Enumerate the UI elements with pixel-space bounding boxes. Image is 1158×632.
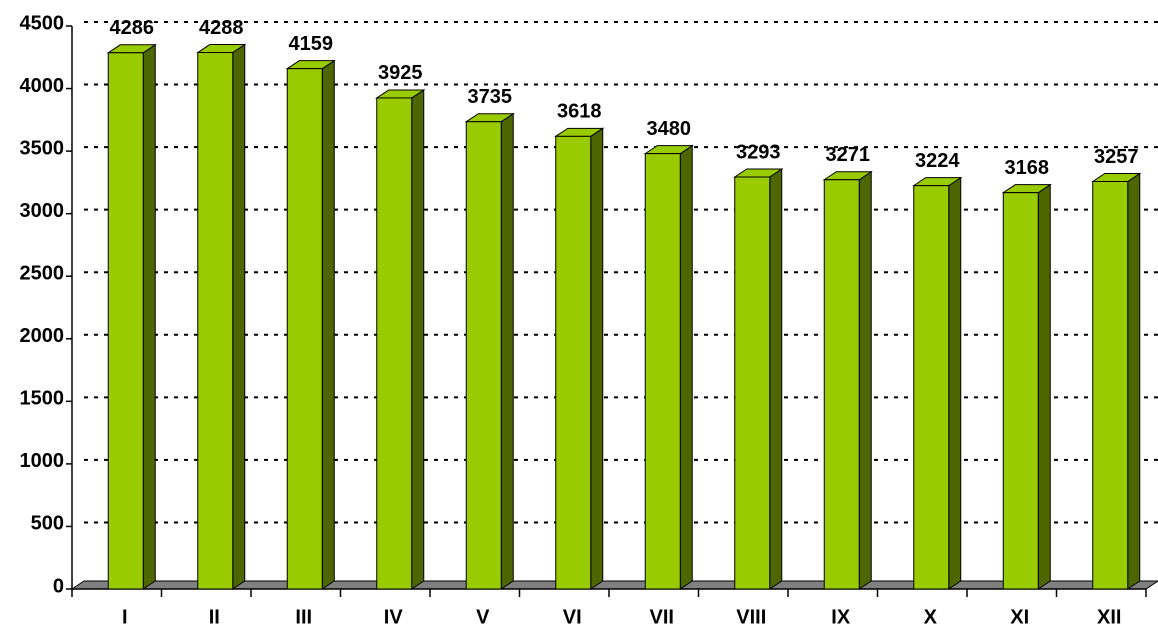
value-label: 3618 xyxy=(557,101,602,123)
y-tick-label: 2000 xyxy=(20,325,65,347)
x-tick-label: IV xyxy=(384,606,404,628)
x-tick-label: XI xyxy=(1010,606,1029,628)
y-tick-label: 500 xyxy=(31,513,64,535)
y-tick-label: 1000 xyxy=(20,450,65,472)
value-label: 4286 xyxy=(110,17,155,39)
bar-side xyxy=(321,59,335,590)
bar xyxy=(555,135,592,590)
bar-side xyxy=(232,43,246,590)
x-tick-label: VII xyxy=(650,606,674,628)
bar-side xyxy=(679,144,693,590)
bar xyxy=(644,153,681,590)
bar-side xyxy=(858,170,872,590)
bar xyxy=(1092,181,1129,590)
bar xyxy=(376,97,413,590)
x-tick-label: I xyxy=(122,606,128,628)
value-label: 3224 xyxy=(915,150,960,172)
x-tick-label: V xyxy=(476,606,490,628)
y-tick-label: 3500 xyxy=(20,137,65,159)
bar-side xyxy=(590,127,604,590)
x-tick-label: II xyxy=(209,606,220,628)
value-label: 4159 xyxy=(289,33,334,55)
bar-side xyxy=(948,176,962,590)
bar xyxy=(197,52,234,590)
y-tick-label: 1500 xyxy=(20,388,65,410)
y-tick-label: 4000 xyxy=(20,75,65,97)
bar xyxy=(465,121,502,590)
value-label: 3735 xyxy=(468,86,513,108)
value-label: 3925 xyxy=(378,62,423,84)
bar xyxy=(286,68,323,590)
y-tick-label: 2500 xyxy=(20,263,65,285)
value-label: 4288 xyxy=(199,17,244,39)
value-label: 3480 xyxy=(647,118,692,140)
bar xyxy=(734,176,771,590)
x-tick-label: IX xyxy=(831,606,851,628)
bar-side xyxy=(411,89,425,590)
y-tick-label: 3000 xyxy=(20,200,65,222)
x-tick-label: XII xyxy=(1097,606,1121,628)
bar-side xyxy=(1037,183,1051,590)
bar xyxy=(823,179,860,590)
bar-side xyxy=(500,112,514,590)
value-label: 3271 xyxy=(826,144,871,166)
bar-side xyxy=(1127,172,1141,590)
value-label: 3257 xyxy=(1094,146,1139,168)
bar xyxy=(1002,192,1039,590)
y-tick-label: 4500 xyxy=(20,12,65,34)
y-tick-label: 0 xyxy=(53,575,64,597)
bar-side xyxy=(142,43,156,590)
x-tick-label: VIII xyxy=(736,606,766,628)
x-tick-label: VI xyxy=(563,606,582,628)
bar-side xyxy=(769,168,783,590)
x-tick-label: III xyxy=(295,606,312,628)
value-label: 3168 xyxy=(1005,157,1050,179)
x-tick-label: X xyxy=(924,606,938,628)
value-label: 3293 xyxy=(736,141,781,163)
bar xyxy=(107,52,144,590)
bar xyxy=(913,185,950,590)
